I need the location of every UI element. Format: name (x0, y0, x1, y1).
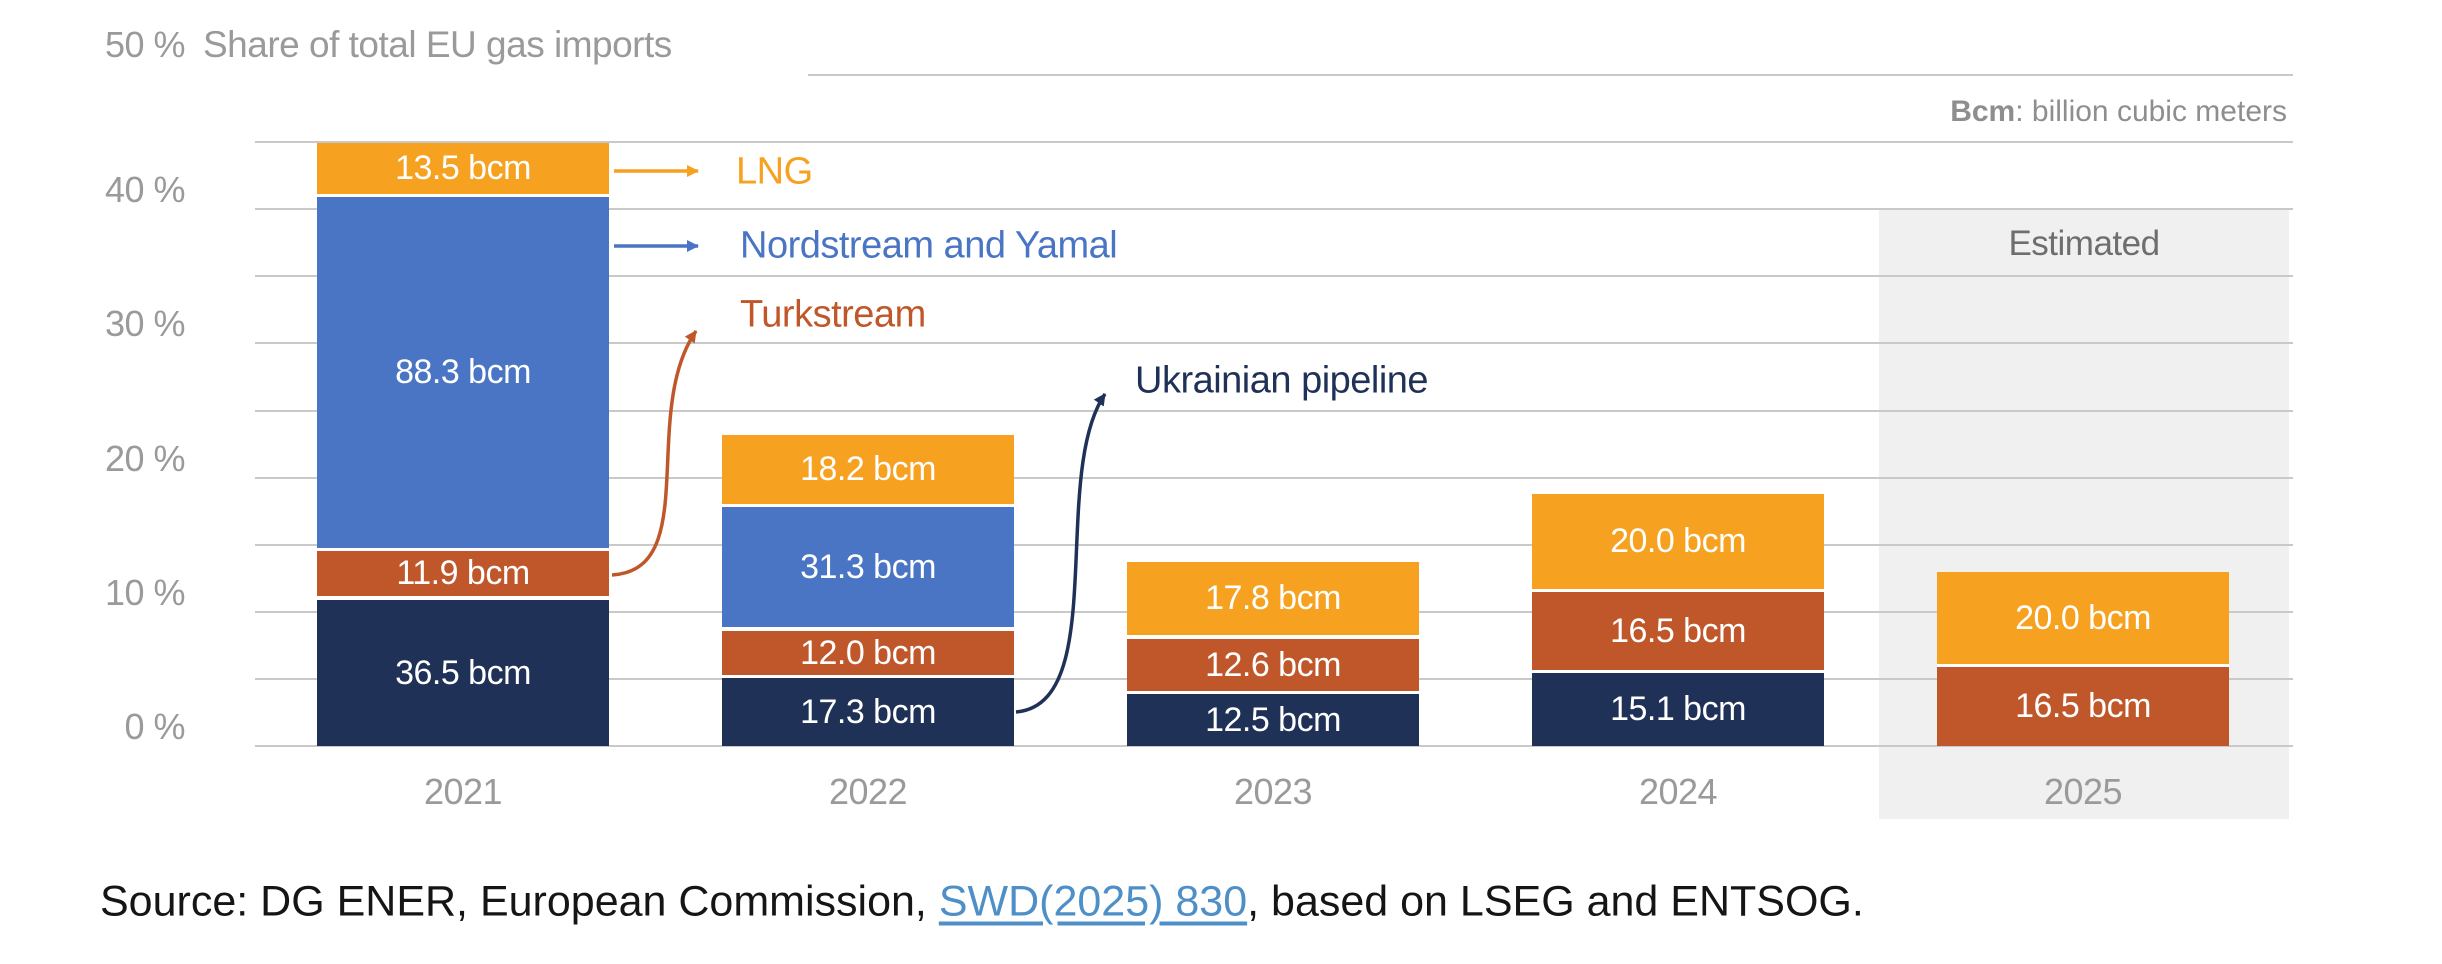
bar-segment-2024-turkstream: 16.5 bcm (1532, 592, 1824, 673)
bar-segment-2021-lng: 13.5 bcm (317, 143, 609, 197)
y-tick-40pct: 40 % (104, 169, 186, 210)
gridline-30pct (255, 342, 2293, 344)
gridline-50pct (808, 74, 2293, 76)
segment-value-label: 15.1 bcm (1610, 689, 1746, 728)
segment-value-label: 12.6 bcm (1205, 645, 1341, 684)
bar-segment-2024-ukrainian: 15.1 bcm (1532, 672, 1824, 746)
segment-value-label: 20.0 bcm (1610, 522, 1746, 560)
source-line: Source: DG ENER, European Commission, SW… (100, 878, 1864, 927)
y-tick-30pct: 30 % (104, 303, 186, 344)
x-label-2021: 2021 (423, 771, 503, 812)
segment-value-label: 88.3 bcm (395, 353, 531, 391)
unit-note-definition: : billion cubic meters (2015, 95, 2287, 128)
y-tick-50pct: 50 % (104, 24, 186, 65)
turkstream-arrow (611, 330, 698, 577)
segment-value-label: 16.5 bcm (2015, 687, 2151, 725)
estimated-label: Estimated (2008, 224, 2160, 263)
segment-value-label: 20.0 bcm (2015, 598, 2151, 637)
bar-segment-2024-lng: 20.0 bcm (1532, 494, 1824, 592)
segment-value-label: 36.5 bcm (395, 653, 531, 692)
segment-value-label: 31.3 bcm (800, 547, 936, 586)
source-prefix: Source: DG ENER, European Commission, (100, 877, 939, 926)
gridline-25pct (255, 410, 2293, 412)
segment-value-label: 16.5 bcm (1610, 611, 1746, 650)
source-link[interactable]: SWD(2025) 830 (938, 877, 1248, 926)
bar-segment-2023-turkstream: 12.6 bcm (1127, 639, 1419, 694)
source-suffix: , based on LSEG and ENTSOG. (1247, 877, 1864, 926)
x-label-2025: 2025 (2043, 771, 2123, 812)
bar-segment-2023-lng: 17.8 bcm (1127, 562, 1419, 638)
bar-segment-2021-nordstream: 88.3 bcm (317, 197, 609, 551)
segment-value-label: 11.9 bcm (396, 554, 530, 592)
bar-segment-2021-ukrainian: 36.5 bcm (317, 600, 609, 746)
bar-segment-2022-nordstream: 31.3 bcm (722, 507, 1014, 630)
segment-value-label: 12.0 bcm (800, 633, 936, 672)
legend-label-lng: LNG (736, 150, 813, 193)
y-tick-20pct: 20 % (104, 438, 186, 479)
chart-title: Share of total EU gas imports (203, 24, 672, 65)
bar-segment-2022-ukrainian: 17.3 bcm (722, 678, 1014, 746)
legend-label-turkstream: Turkstream (740, 293, 926, 336)
segment-value-label: 18.2 bcm (800, 450, 936, 488)
x-label-2023: 2023 (1233, 771, 1313, 812)
gridline-35pct (255, 275, 2293, 277)
y-tick-0pct: 0 % (124, 706, 185, 747)
bar-segment-2025-lng: 20.0 bcm (1937, 572, 2229, 667)
segment-value-label: 13.5 bcm (395, 149, 531, 187)
x-label-2022: 2022 (828, 771, 908, 812)
gridline-40pct (255, 208, 2293, 210)
unit-note-term: Bcm (1950, 95, 2016, 128)
legend-label-ukrainian: Ukrainian pipeline (1135, 359, 1429, 402)
unit-note: Bcm: billion cubic meters (1950, 95, 2287, 129)
gridline-0pct (255, 745, 2293, 747)
segment-value-label: 12.5 bcm (1205, 700, 1341, 739)
gridline-20pct (255, 477, 2293, 479)
bar-segment-2025-turkstream: 16.5 bcm (1937, 667, 2229, 746)
segment-value-label: 17.8 bcm (1205, 579, 1341, 617)
bar-segment-2021-turkstream: 11.9 bcm (317, 551, 609, 599)
bar-segment-2023-ukrainian: 12.5 bcm (1127, 694, 1419, 746)
segment-value-label: 17.3 bcm (800, 692, 936, 731)
legend-label-nordstream: Nordstream and Yamal (740, 224, 1118, 267)
ukrainian-arrow (1015, 393, 1107, 714)
x-label-2024: 2024 (1638, 771, 1718, 812)
gridline-45pct (255, 141, 2293, 143)
bar-segment-2022-turkstream: 12.0 bcm (722, 631, 1014, 678)
y-tick-10pct: 10 % (104, 572, 186, 613)
gridline-15pct (255, 544, 2293, 546)
bar-segment-2022-lng: 18.2 bcm (722, 435, 1014, 507)
